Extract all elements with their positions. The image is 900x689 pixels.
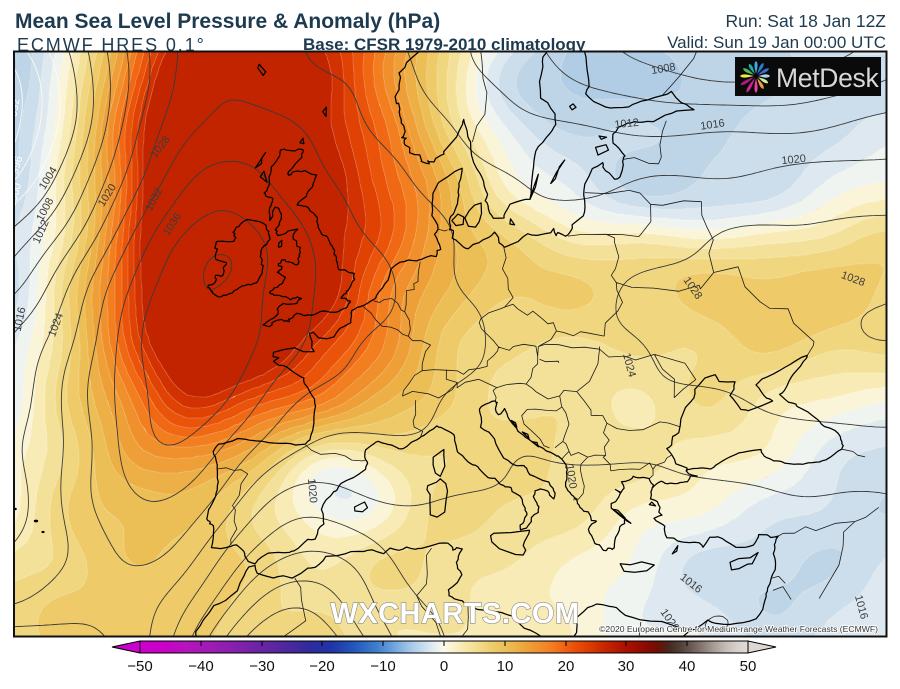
svg-text:1020: 1020 <box>781 153 807 167</box>
svg-text:1008: 1008 <box>650 61 676 77</box>
svg-text:0: 0 <box>440 658 448 675</box>
svg-text:−10: −10 <box>370 658 395 675</box>
svg-text:1016: 1016 <box>700 117 726 132</box>
svg-text:996: 996 <box>9 155 26 176</box>
svg-text:−30: −30 <box>249 658 274 675</box>
svg-text:10: 10 <box>497 658 514 675</box>
svg-text:30: 30 <box>618 658 635 675</box>
svg-text:20: 20 <box>558 658 575 675</box>
svg-text:1020: 1020 <box>305 478 319 503</box>
svg-text:1000: 1000 <box>6 182 24 209</box>
svg-text:−20: −20 <box>309 658 334 675</box>
svg-text:−50: −50 <box>127 658 152 675</box>
svg-text:©2020 European Centre for Medi: ©2020 European Centre for Medium-range W… <box>599 624 878 634</box>
svg-text:−40: −40 <box>188 658 213 675</box>
svg-text:1020: 1020 <box>563 464 578 490</box>
svg-text:40: 40 <box>679 658 696 675</box>
svg-text:MetDesk: MetDesk <box>776 63 880 93</box>
svg-text:1012: 1012 <box>614 117 640 131</box>
svg-text:50: 50 <box>740 658 757 675</box>
svg-text:992: 992 <box>8 97 23 117</box>
svg-text:WXCHARTS.COM: WXCHARTS.COM <box>330 598 579 630</box>
